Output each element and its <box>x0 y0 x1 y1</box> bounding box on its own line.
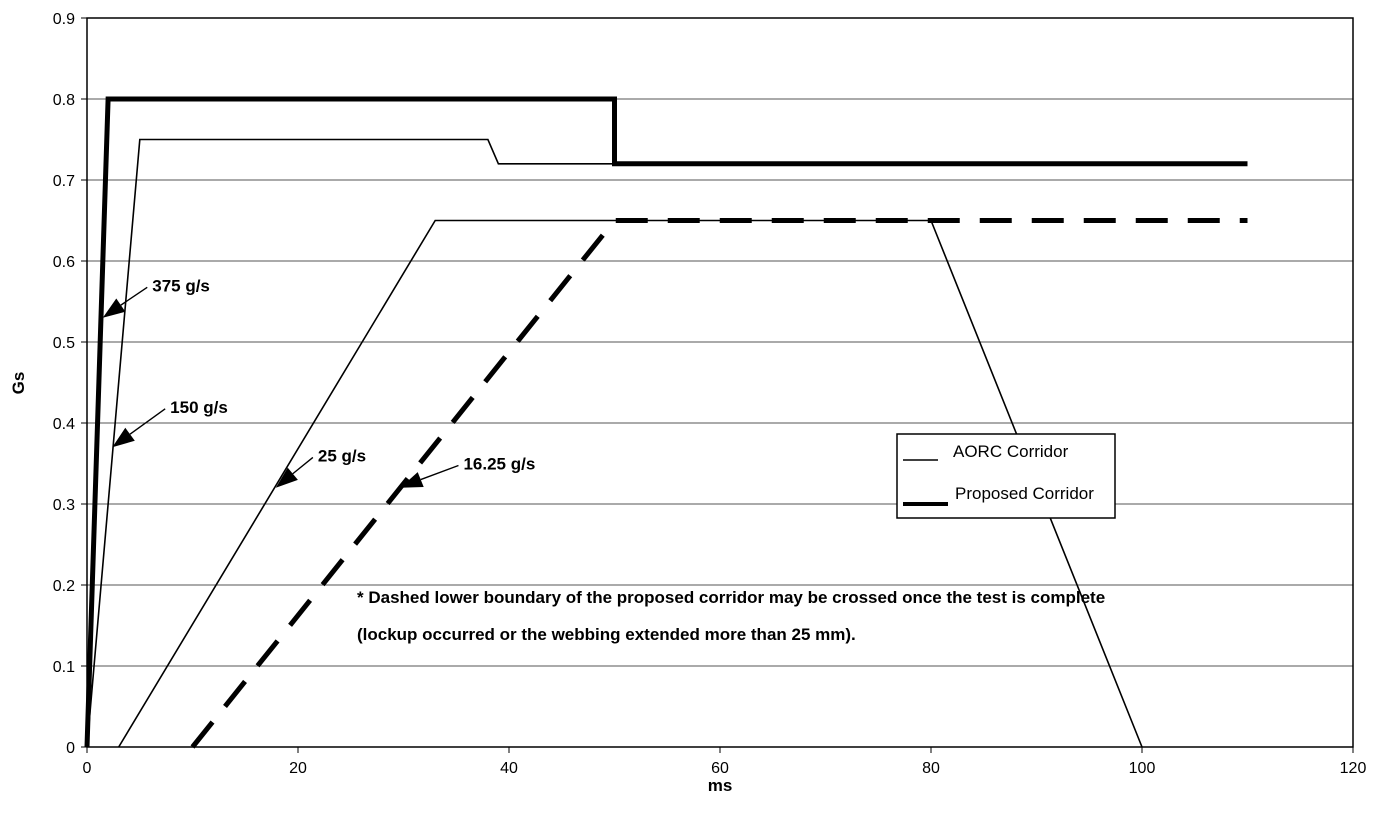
legend: AORC Corridor Proposed Corridor <box>896 433 1116 519</box>
legend-label-proposed: Proposed Corridor <box>955 484 1094 503</box>
annotation-arrow-head-1 <box>112 427 135 448</box>
y-tick-label-7: 0.7 <box>53 173 75 190</box>
note-line-1: * Dashed lower boundary of the proposed … <box>357 588 1105 607</box>
series-proposed-corridor-segment-0 <box>84 96 1248 748</box>
annotation-label-1: 150 g/s <box>170 398 228 417</box>
legend-label-aorc: AORC Corridor <box>953 442 1069 461</box>
annotation-label-2: 25 g/s <box>318 446 366 465</box>
x-tick-label-2: 40 <box>500 760 518 777</box>
x-tick-label-5: 100 <box>1129 760 1156 777</box>
x-tick-label-4: 80 <box>922 760 940 777</box>
y-tick-label-1: 0.1 <box>53 659 75 676</box>
y-tick-label-0: 0 <box>66 740 75 757</box>
x-tick-label-6: 120 <box>1340 760 1367 777</box>
annotation-arrow-line-0 <box>120 286 148 306</box>
y-tick-label-9: 0.9 <box>53 11 75 28</box>
annotation-label-3: 16.25 g/s <box>463 455 535 474</box>
note-line-2: (lockup occurred or the webbing extended… <box>357 625 856 644</box>
annotation-arrow-head-0 <box>102 298 126 318</box>
series-aorc-corridor-segment-0 <box>86 138 615 748</box>
x-tick-label-1: 20 <box>289 760 307 777</box>
y-tick-label-6: 0.6 <box>53 254 75 271</box>
y-tick-label-8: 0.8 <box>53 92 75 109</box>
x-tick-label-3: 60 <box>711 760 729 777</box>
annotation-arrow-line-2 <box>292 456 314 475</box>
y-axis-ticks: 0 0.1 0.2 0.3 0.4 0.5 0.6 0.7 0.8 0.9 <box>53 11 87 757</box>
note: * Dashed lower boundary of the proposed … <box>357 588 1105 644</box>
annotation-label-0: 375 g/s <box>152 276 210 295</box>
x-axis-title: ms <box>708 776 733 795</box>
y-tick-label-2: 0.2 <box>53 578 75 595</box>
annotations: 375 g/s 150 g/s 25 g/s 16.25 g/s <box>102 276 535 488</box>
y-axis-title: Gs <box>9 372 28 395</box>
series-proposed-corridor-segment-1-dashed <box>190 218 1248 749</box>
x-tick-label-0: 0 <box>83 760 92 777</box>
plot-area-frame <box>86 17 1354 748</box>
y-tick-label-5: 0.5 <box>53 335 75 352</box>
annotation-arrow-line-3 <box>420 464 459 481</box>
annotation-arrow-line-1 <box>129 408 166 435</box>
annotation-arrow-head-3 <box>400 472 424 488</box>
y-tick-label-3: 0.3 <box>53 497 75 514</box>
x-axis-ticks: 0 20 40 60 80 100 120 <box>83 747 1367 777</box>
annotation-arrow-head-2 <box>275 467 298 488</box>
y-tick-label-4: 0.4 <box>53 416 75 433</box>
